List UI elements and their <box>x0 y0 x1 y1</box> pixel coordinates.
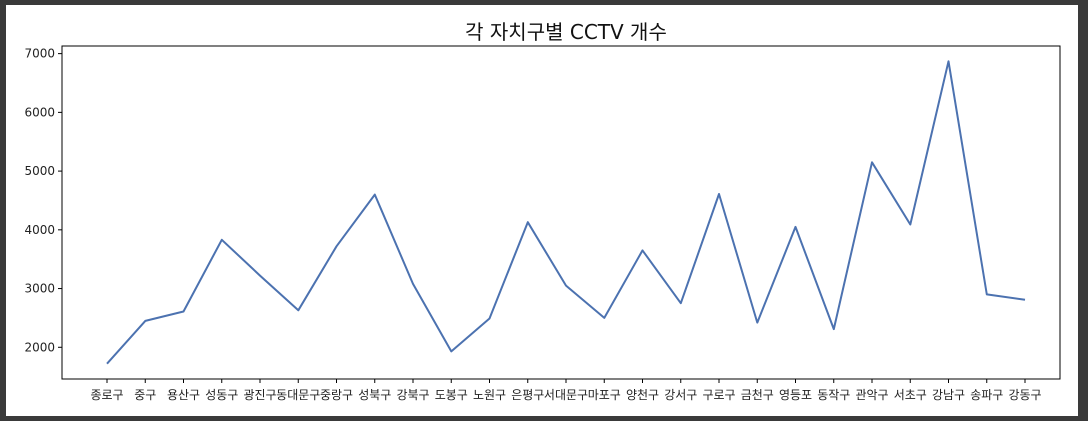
y-axis: 2000 3000 4000 5000 6000 7000 <box>24 47 62 354</box>
x-axis: 종로구 중구 용산구 성동구 광진구 동대문구 중랑구 성북구 강북구 도봉구 노원구 은평구 서대문구… <box>90 379 1042 402</box>
x-tick-label: 은평구 <box>511 388 544 402</box>
x-tick-label: 성동구 <box>205 388 238 402</box>
y-tick-label: 6000 <box>24 105 55 119</box>
y-tick-label: 7000 <box>24 47 55 61</box>
x-tick-label: 구로구 <box>702 388 735 402</box>
x-tick-label: 노원구 <box>473 388 506 402</box>
x-tick-label: 도봉구 <box>435 388 468 402</box>
x-tick-label: 송파구 <box>970 388 1003 402</box>
x-tick-label: 영등포 <box>779 388 812 402</box>
chart-title: 각 자치구별 CCTV 개수 <box>465 20 667 44</box>
x-tick-label: 양천구 <box>626 387 659 402</box>
plot-area-frame <box>61 45 1061 380</box>
chart-figure: 각 자치구별 CCTV 개수 2000 3000 4000 5000 6000 7000 … <box>6 5 1078 416</box>
x-tick-label: 관악구 <box>855 388 888 402</box>
x-tick-label: 중구 <box>134 388 156 402</box>
x-tick-label: 서대문구 <box>544 388 588 402</box>
series-line <box>106 60 1026 365</box>
y-tick-label: 2000 <box>24 340 55 354</box>
y-tick-label: 4000 <box>24 223 55 237</box>
x-tick-label: 동작구 <box>817 388 850 402</box>
x-tick-label: 서초구 <box>894 388 927 402</box>
x-tick-label: 강서구 <box>664 388 697 402</box>
x-tick-label: 광진구 <box>243 388 276 402</box>
x-tick-label: 용산구 <box>167 388 200 402</box>
x-tick-label: 종로구 <box>90 388 123 402</box>
line-chart: 각 자치구별 CCTV 개수 200030004000500060007000 … <box>24 20 1061 402</box>
x-tick-label: 동대문구 <box>276 388 320 402</box>
series-layer <box>106 60 1026 365</box>
x-tick-label: 마포구 <box>588 388 621 402</box>
x-tick-label: 강북구 <box>396 388 429 402</box>
y-tick-label: 3000 <box>24 282 55 296</box>
x-tick-label: 강남구 <box>932 388 965 402</box>
x-tick-label: 중랑구 <box>320 388 353 402</box>
y-tick-label: 5000 <box>24 164 55 178</box>
x-tick-label: 금천구 <box>741 387 774 402</box>
x-tick-label: 강동구 <box>1008 388 1041 402</box>
x-tick-label: 성북구 <box>358 388 391 402</box>
